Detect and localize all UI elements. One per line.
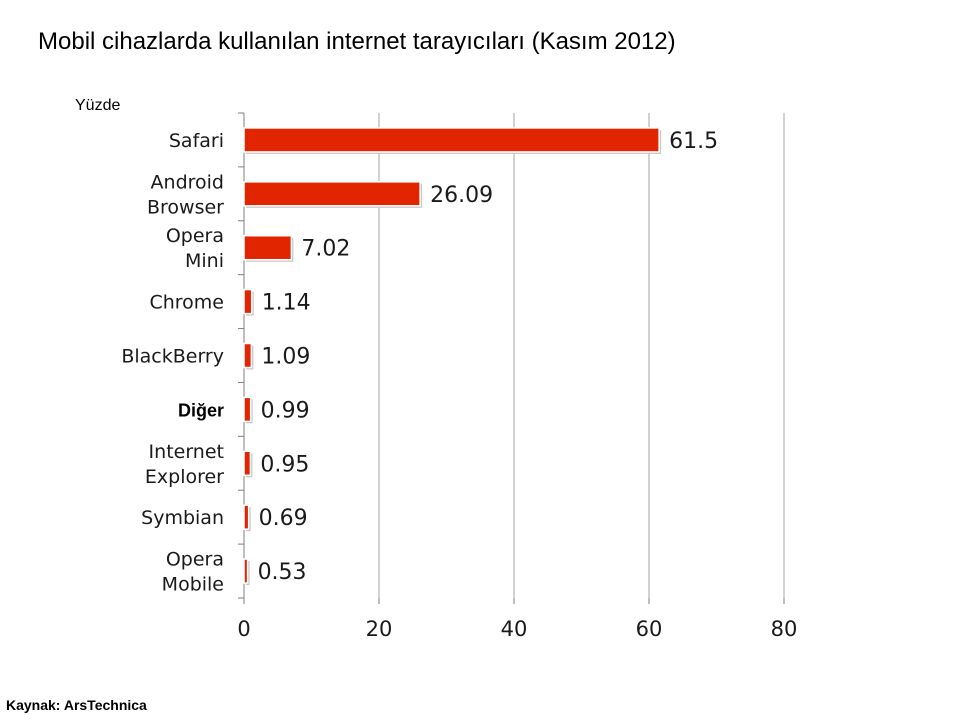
value-label: 0.99 (261, 398, 310, 423)
x-tick-label: 40 (501, 617, 528, 641)
category-label: Mini (185, 250, 224, 272)
category-label: Opera (166, 225, 224, 247)
x-tick-label: 60 (636, 617, 663, 641)
category-label: Browser (147, 196, 224, 218)
category-label: Explorer (145, 466, 224, 488)
category-label: Diğer (178, 400, 224, 420)
value-label: 0.95 (260, 452, 309, 477)
category-label: Opera (166, 549, 224, 571)
bar (243, 450, 252, 477)
category-labels: Safari Android Browser Opera Mini Chrome Black… (121, 130, 224, 596)
source-note: Kaynak: ArsTechnica (6, 697, 147, 713)
value-label: 61.5 (669, 129, 718, 154)
value-label: 0.53 (258, 560, 307, 585)
bar (243, 288, 253, 315)
category-label: Safari (169, 130, 224, 152)
chart-title: Mobil cihazlarda kullanılan internet tar… (38, 28, 676, 55)
value-label: 0.69 (259, 506, 308, 531)
category-label: Internet (149, 441, 224, 463)
value-label: 1.09 (261, 345, 310, 370)
category-label: Chrome (149, 292, 224, 314)
bar (243, 234, 293, 261)
category-label: Mobile (162, 574, 224, 596)
bar (243, 558, 249, 584)
x-tick-label: 20 (366, 617, 393, 641)
x-tick-label: 0 (237, 617, 250, 641)
category-label: Symbian (141, 507, 224, 529)
value-label: 26.09 (430, 183, 493, 208)
value-label: 1.14 (262, 291, 311, 316)
value-labels: 61.5 26.09 7.02 1.14 1.09 0.99 0.95 0.69 0.53 (258, 129, 719, 585)
category-label: Android (151, 171, 224, 193)
bars (243, 127, 662, 586)
x-tick-labels: 0 20 40 60 80 (237, 617, 797, 641)
bar (243, 127, 660, 153)
x-tick-label: 80 (771, 617, 798, 641)
bar (243, 342, 253, 369)
bar (243, 396, 252, 423)
bar (243, 504, 250, 530)
value-label: 7.02 (301, 237, 350, 262)
unit-label: Yüzde (75, 97, 121, 114)
category-label: BlackBerry (121, 346, 224, 368)
bar (243, 181, 421, 207)
